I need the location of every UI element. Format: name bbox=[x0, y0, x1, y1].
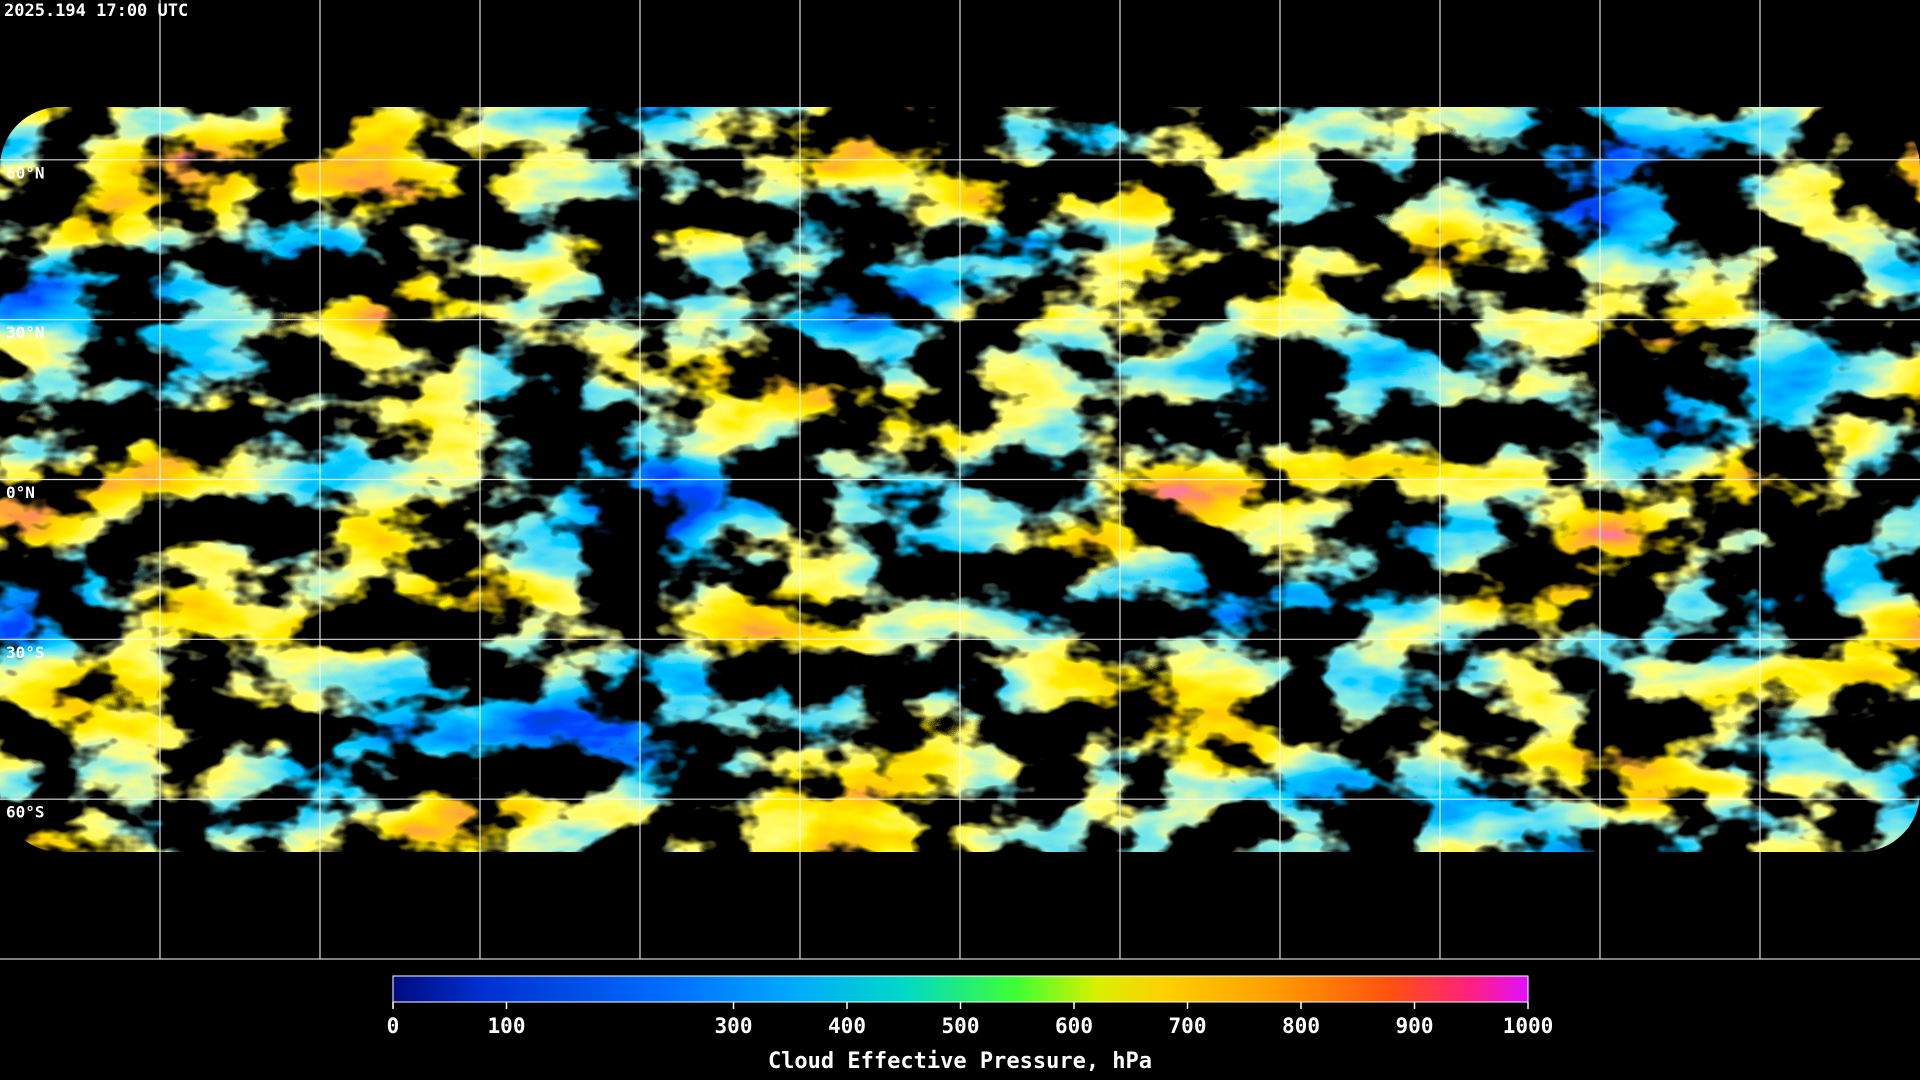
colorbar-tick-label: 800 bbox=[1282, 1014, 1320, 1038]
colorbar-axis: 0 100 300 400 500 600 700 800 900 1000 bbox=[387, 1002, 1554, 1038]
colorbar-tick-label: 100 bbox=[488, 1014, 526, 1038]
latitude-label: 30°S bbox=[6, 643, 45, 662]
latitude-label: 0°N bbox=[6, 483, 35, 502]
colorbar-tick-label: 600 bbox=[1055, 1014, 1093, 1038]
colorbar-tick-label: 500 bbox=[942, 1014, 980, 1038]
latitude-label: 60°N bbox=[6, 163, 45, 182]
timestamp: 2025.194 17:00 UTC bbox=[4, 1, 188, 21]
colorbar-tick-label: 1000 bbox=[1503, 1014, 1554, 1038]
graticule: 60°N 30°N 0°N 30°S 60°S bbox=[0, 0, 1920, 959]
colorbar-tick-label: 300 bbox=[715, 1014, 753, 1038]
colorbar-tick-label: 900 bbox=[1396, 1014, 1434, 1038]
colorbar-label: Cloud Effective Pressure, hPa bbox=[768, 1049, 1152, 1074]
colorbar-tick-label: 700 bbox=[1169, 1014, 1207, 1038]
latitude-label: 60°S bbox=[6, 803, 45, 822]
colorbar-tick-label: 0 bbox=[387, 1014, 400, 1038]
latitude-label: 30°N bbox=[6, 323, 45, 342]
colorbar bbox=[392, 975, 1529, 1003]
colorbar-tick-label: 400 bbox=[828, 1014, 866, 1038]
